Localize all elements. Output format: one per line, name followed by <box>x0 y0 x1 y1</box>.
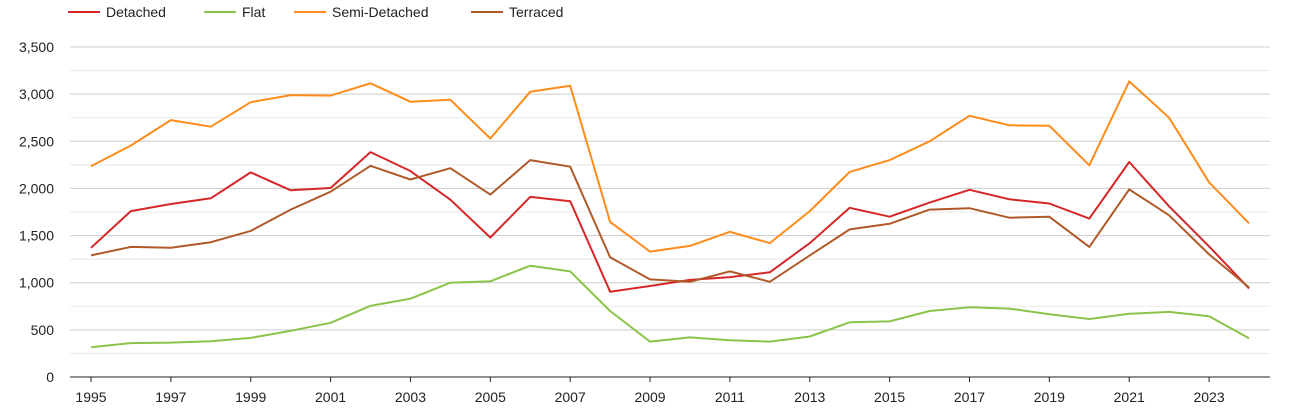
x-tick-label: 2001 <box>315 389 346 405</box>
legend-item-terraced: Terraced <box>471 4 563 20</box>
x-tick-label: 1997 <box>155 389 186 405</box>
x-tick-label: 1995 <box>75 389 106 405</box>
x-tick-label: 2021 <box>1114 389 1145 405</box>
y-tick-label: 3,500 <box>19 39 54 55</box>
legend: Detached Flat Semi-Detached Terraced <box>68 4 563 20</box>
x-tick-label: 2011 <box>715 389 745 405</box>
legend-label: Semi-Detached <box>332 4 429 20</box>
legend-item-flat: Flat <box>204 4 265 20</box>
series-line-semi-detached <box>90 80 1250 253</box>
legend-item-detached: Detached <box>68 4 166 20</box>
legend-label: Flat <box>242 4 265 20</box>
x-tick-label: 2017 <box>954 389 985 405</box>
y-tick-label: 2,000 <box>19 180 54 196</box>
y-tick-label: 1,000 <box>19 275 54 291</box>
grid-lines <box>70 46 1270 354</box>
series-line-flat <box>90 264 1250 349</box>
x-tick-label: 2009 <box>634 389 665 405</box>
legend-label: Terraced <box>509 4 563 20</box>
x-tick-label: 1999 <box>235 389 266 405</box>
x-axis-ticks: 1995 1997 1999 2001 2003 2005 2007 2009 2011 2013… <box>75 377 1225 405</box>
series-line-detached <box>90 151 1250 293</box>
y-tick-label: 3,000 <box>19 86 54 102</box>
legend-item-semi-detached: Semi-Detached <box>294 4 429 20</box>
legend-label: Detached <box>106 4 166 20</box>
series-line-terraced <box>90 159 1250 289</box>
y-tick-label: 500 <box>31 322 55 338</box>
x-tick-label: 2013 <box>794 389 825 405</box>
x-tick-label: 2015 <box>874 389 905 405</box>
x-tick-label: 2007 <box>555 389 586 405</box>
y-tick-label: 2,500 <box>19 133 54 149</box>
series-lines <box>90 80 1250 349</box>
y-axis-ticks: 0 500 1,000 1,500 2,000 2,500 3,000 3,500 <box>19 39 54 385</box>
x-tick-label: 2019 <box>1034 389 1065 405</box>
y-tick-label: 0 <box>46 369 54 385</box>
x-tick-label: 2003 <box>395 389 426 405</box>
x-tick-label: 2005 <box>475 389 506 405</box>
x-tick-label: 2023 <box>1193 389 1224 405</box>
y-tick-label: 1,500 <box>19 228 54 244</box>
